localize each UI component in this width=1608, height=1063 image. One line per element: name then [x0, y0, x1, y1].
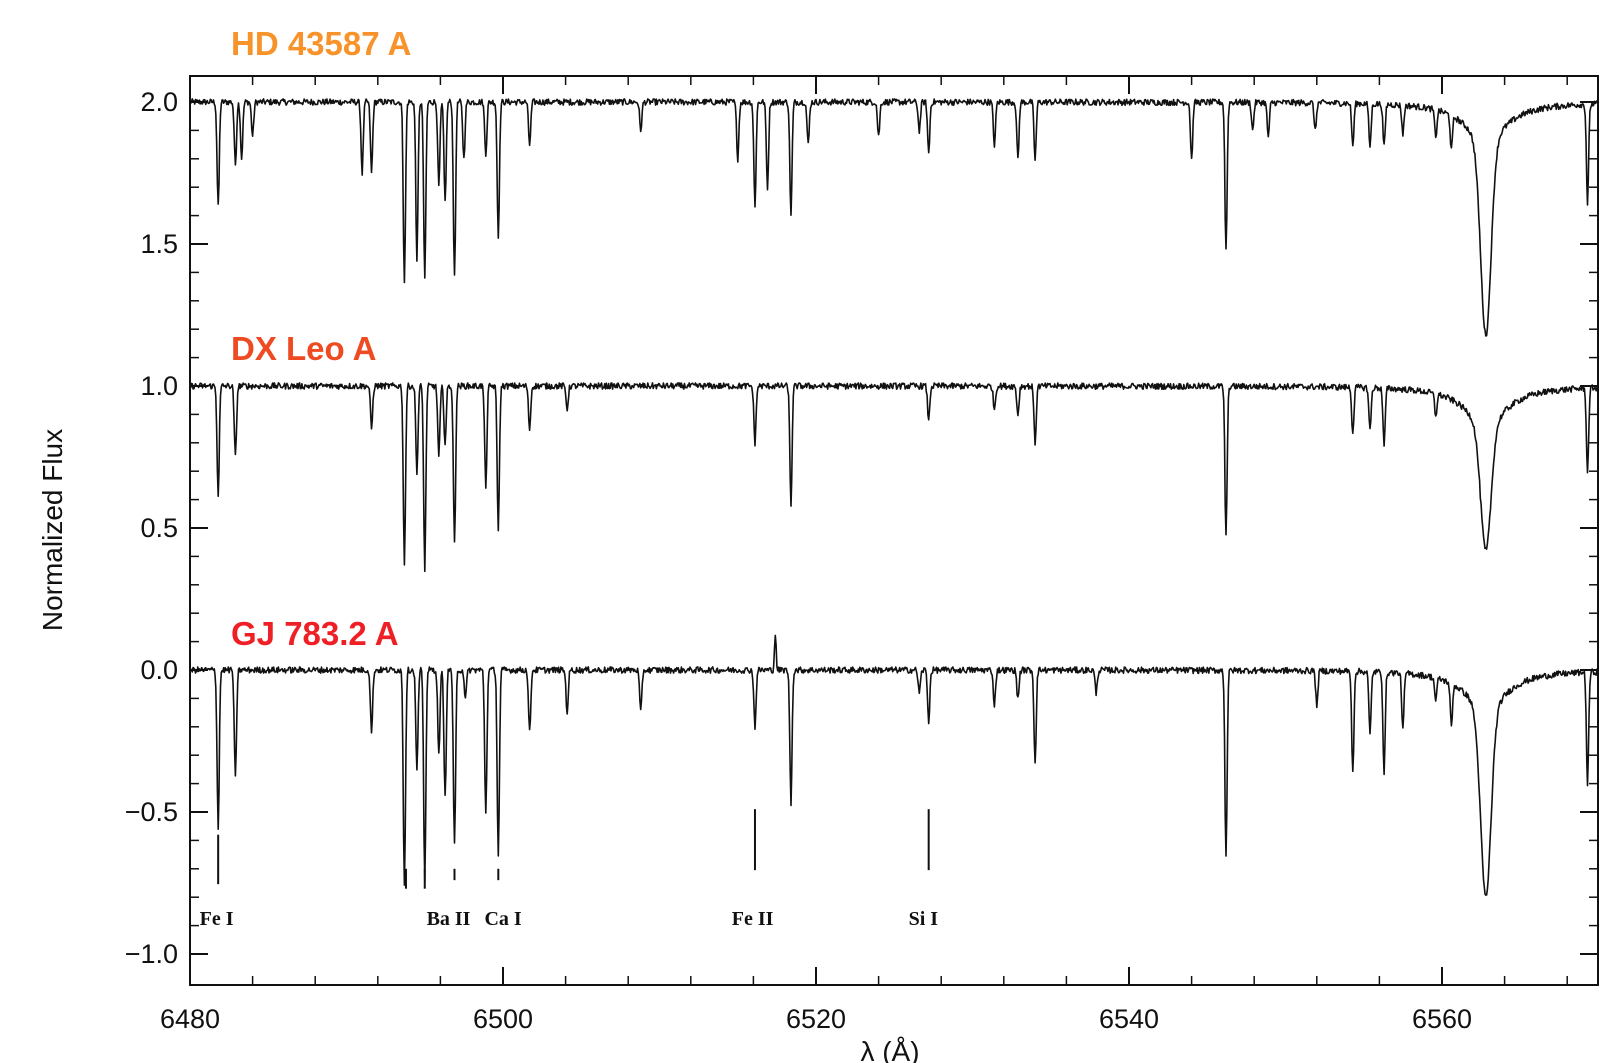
line-id-label: Fe II — [732, 908, 774, 930]
line-id-label: Ba II — [427, 908, 471, 930]
y-tick-label: 1.5 — [140, 229, 178, 259]
spectrum-line — [189, 634, 1599, 896]
x-tick-label: 6560 — [1412, 1004, 1472, 1034]
x-tick-label: 6500 — [473, 1004, 533, 1034]
line-id-label: Fe I — [200, 908, 234, 930]
y-tick-label: 2.0 — [140, 87, 178, 117]
spectrum-line — [189, 98, 1599, 337]
x-tick-label: 6480 — [160, 1004, 220, 1034]
line-id-label: Si I — [909, 908, 939, 930]
spectra — [189, 98, 1599, 896]
y-tick-label: 0.5 — [140, 513, 178, 543]
axes: 6480 6500 6520 6540 6560 −1.0 −0.5 0.0 0.5 1.0 1.5… — [125, 76, 1598, 1034]
y-tick-label: −1.0 — [125, 939, 178, 969]
series-label: GJ 783.2 A — [231, 615, 399, 652]
y-tick-label: 1.0 — [140, 371, 178, 401]
series-label: DX Leo A — [231, 330, 376, 367]
series-labels: HD 43587 A DX Leo A GJ 783.2 A — [231, 25, 411, 652]
y-tick-label: 0.0 — [140, 655, 178, 685]
line-id-label: Ca I — [484, 908, 521, 930]
line-id-markers: Fe I Ba II Ca I Fe II Si I — [200, 809, 939, 930]
series-label: HD 43587 A — [231, 25, 411, 62]
x-tick-label: 6540 — [1099, 1004, 1159, 1034]
y-axis-label: Normalized Flux — [37, 429, 68, 631]
y-tick-label: −0.5 — [125, 797, 178, 827]
plot-frame — [189, 75, 1599, 986]
x-axis-label: λ (Å) — [860, 1036, 919, 1063]
spectrum-line — [189, 382, 1598, 573]
x-tick-label: 6520 — [786, 1004, 846, 1034]
